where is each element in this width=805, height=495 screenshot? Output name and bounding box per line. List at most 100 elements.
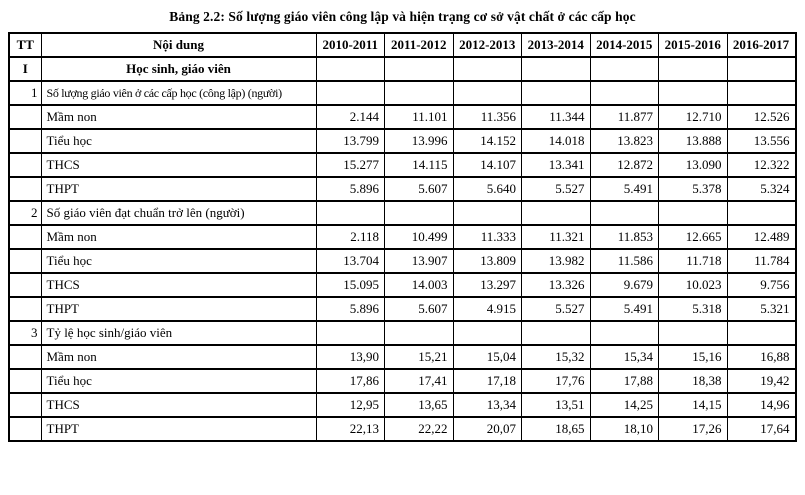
- cell-value: 5.321: [726, 296, 796, 322]
- row-index: [8, 344, 42, 370]
- cell-value: 17,88: [589, 368, 659, 394]
- cell-value: 14.115: [384, 152, 454, 178]
- table-row: 2 Số giáo viên đạt chuẩn trở lên (người): [8, 200, 796, 226]
- cell-value: 14,15: [658, 392, 728, 418]
- cell-value: 11.356: [452, 104, 522, 130]
- cell-value: 15,21: [384, 344, 454, 370]
- cell-value: 19,42: [726, 368, 796, 394]
- row-label: THPT: [40, 176, 317, 202]
- cell-value: 12.872: [589, 152, 659, 178]
- table-row: THPT 5.896 5.607 4.915 5.527 5.491 5.318…: [8, 296, 796, 322]
- row-index: 1: [8, 80, 42, 106]
- cell-value: 22,13: [315, 416, 385, 442]
- cell-value: 14.003: [384, 272, 454, 298]
- cell-value: 2.144: [315, 104, 385, 130]
- cell-value: 5.607: [384, 176, 454, 202]
- cell-value: 12.322: [726, 152, 796, 178]
- cell-value: 13.341: [521, 152, 591, 178]
- table-row: THPT 5.896 5.607 5.640 5.527 5.491 5.378…: [8, 176, 796, 202]
- row-index: [8, 224, 42, 250]
- header-row: TT Nội dung 2010-2011 2011-2012 2012-201…: [8, 32, 796, 58]
- cell-value: 13.556: [726, 128, 796, 154]
- table-row: THCS 15.277 14.115 14.107 13.341 12.872 …: [8, 152, 796, 178]
- cell-value: 12,95: [315, 392, 385, 418]
- cell-value: [452, 200, 522, 226]
- cell-value: 10.499: [384, 224, 454, 250]
- cell-value: 20,07: [452, 416, 522, 442]
- cell-value: 17,86: [315, 368, 385, 394]
- row-label: Mầm non: [40, 104, 317, 130]
- cell-value: [384, 56, 454, 82]
- cell-value: 17,26: [658, 416, 728, 442]
- table-row: Mầm non 2.118 10.499 11.333 11.321 11.85…: [8, 224, 796, 250]
- cell-value: 11.784: [726, 248, 796, 274]
- cell-value: 14.107: [452, 152, 522, 178]
- cell-value: 13.090: [658, 152, 728, 178]
- row-label: THCS: [40, 152, 317, 178]
- cell-value: 12.489: [726, 224, 796, 250]
- cell-value: 17,64: [726, 416, 796, 442]
- col-header-year: 2012-2013: [452, 32, 522, 58]
- cell-value: [315, 200, 385, 226]
- row-index: [8, 296, 42, 322]
- cell-value: 14.152: [452, 128, 522, 154]
- cell-value: 14,96: [726, 392, 796, 418]
- row-label: THPT: [40, 416, 317, 442]
- row-index: [8, 392, 42, 418]
- table-row: 3 Tỷ lệ học sinh/giáo viên: [8, 320, 796, 346]
- cell-value: 18,38: [658, 368, 728, 394]
- row-index: I: [8, 56, 42, 82]
- row-index: [8, 176, 42, 202]
- table-row: Tiểu học 13.704 13.907 13.809 13.982 11.…: [8, 248, 796, 274]
- cell-value: [658, 80, 728, 106]
- table-row: Tiểu học 13.799 13.996 14.152 14.018 13.…: [8, 128, 796, 154]
- cell-value: 5.318: [658, 296, 728, 322]
- col-header-year: 2010-2011: [315, 32, 385, 58]
- cell-value: 13.996: [384, 128, 454, 154]
- cell-value: [658, 56, 728, 82]
- cell-value: 15,04: [452, 344, 522, 370]
- row-index: [8, 416, 42, 442]
- cell-value: 14,25: [589, 392, 659, 418]
- table-row: THPT 22,13 22,22 20,07 18,65 18,10 17,26…: [8, 416, 796, 442]
- row-index: [8, 128, 42, 154]
- cell-value: 5.491: [589, 296, 659, 322]
- row-label: THPT: [40, 296, 317, 322]
- cell-value: 9.679: [589, 272, 659, 298]
- cell-value: [521, 80, 591, 106]
- row-index: [8, 248, 42, 274]
- cell-value: 5.607: [384, 296, 454, 322]
- col-header-tt: TT: [8, 32, 42, 58]
- cell-value: 13,34: [452, 392, 522, 418]
- cell-value: [726, 320, 796, 346]
- row-label: THCS: [40, 392, 317, 418]
- cell-value: 11.344: [521, 104, 591, 130]
- cell-value: 16,88: [726, 344, 796, 370]
- cell-value: 10.023: [658, 272, 728, 298]
- cell-value: 4.915: [452, 296, 522, 322]
- cell-value: 13,90: [315, 344, 385, 370]
- row-label: THCS: [40, 272, 317, 298]
- row-index: 2: [8, 200, 42, 226]
- cell-value: [521, 56, 591, 82]
- cell-value: 15,34: [589, 344, 659, 370]
- row-index: [8, 104, 42, 130]
- cell-value: [315, 320, 385, 346]
- cell-value: 17,41: [384, 368, 454, 394]
- cell-value: [589, 80, 659, 106]
- cell-value: [726, 200, 796, 226]
- cell-value: 13,51: [521, 392, 591, 418]
- cell-value: 13.888: [658, 128, 728, 154]
- cell-value: [521, 200, 591, 226]
- cell-value: [726, 80, 796, 106]
- row-index: [8, 152, 42, 178]
- cell-value: [315, 80, 385, 106]
- cell-value: [452, 80, 522, 106]
- row-index: 3: [8, 320, 42, 346]
- cell-value: [589, 56, 659, 82]
- table-caption: Bảng 2.2: Số lượng giáo viên công lập và…: [169, 9, 636, 24]
- cell-value: 15.277: [315, 152, 385, 178]
- cell-value: 18,10: [589, 416, 659, 442]
- table-row: Tiểu học 17,86 17,41 17,18 17,76 17,88 1…: [8, 368, 796, 394]
